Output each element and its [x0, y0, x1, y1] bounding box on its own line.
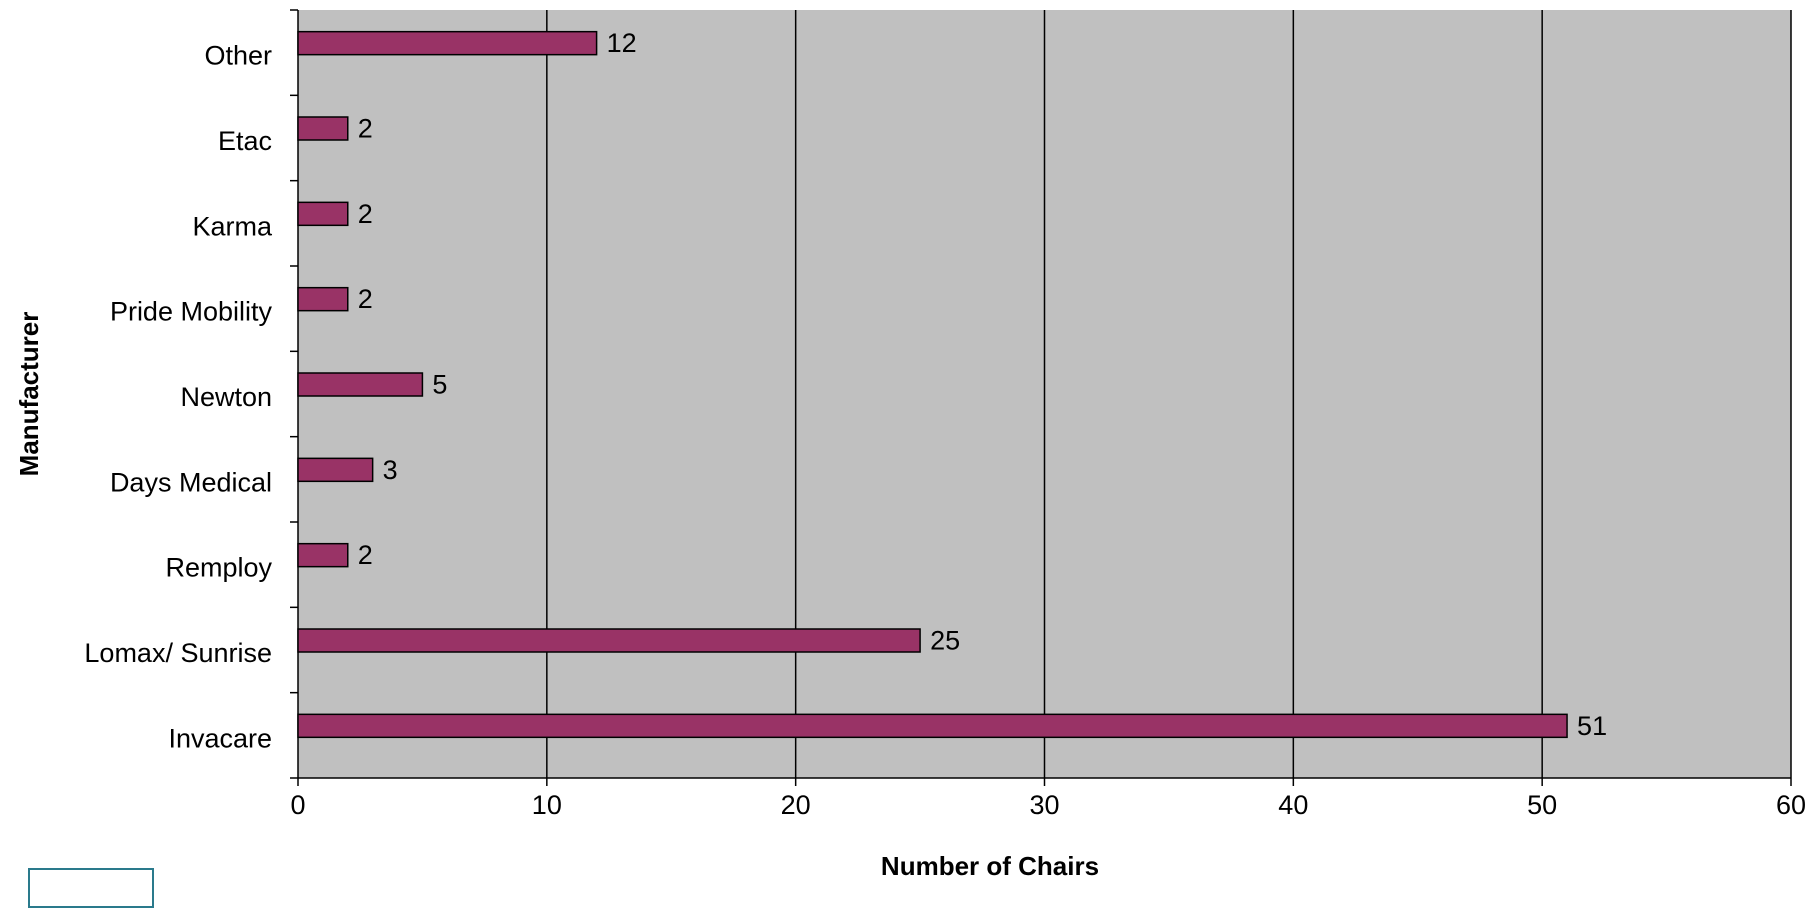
data-label: 2: [358, 284, 373, 314]
bar: [297, 713, 1568, 739]
bar-chart: 51 25 2 3 5 2 2 2 12 Invacare Lomax/ Sunrise Rempl…: [14, 9, 1806, 880]
data-label: 2: [358, 114, 373, 144]
category-label: Other: [204, 41, 272, 71]
x-tick-label: 0: [290, 790, 305, 820]
bars: [297, 30, 1568, 739]
bar: [297, 30, 598, 56]
data-labels: 51 25 2 3 5 2 2 2 12: [358, 28, 1607, 741]
x-tick-labels: 0 10 20 30 40 50 60: [290, 790, 1806, 820]
gridlines: [546, 10, 1792, 778]
x-tick-label: 30: [1029, 790, 1059, 820]
bar: [297, 116, 349, 141]
corner-frame: [28, 868, 154, 908]
category-label: Karma: [192, 211, 273, 241]
category-label: Pride Mobility: [110, 297, 273, 327]
category-label: Lomax/ Sunrise: [84, 638, 272, 668]
data-label: 25: [930, 626, 960, 656]
y-axis-title: Manufacturer: [14, 312, 44, 477]
category-label: Days Medical: [110, 467, 272, 497]
category-labels: Invacare Lomax/ Sunrise Remploy Days Medica…: [84, 41, 273, 754]
x-axis-title: Number of Chairs: [881, 851, 1099, 880]
bar: [297, 286, 349, 312]
data-label: 12: [607, 28, 637, 58]
bar: [297, 457, 374, 483]
x-tick-label: 40: [1278, 790, 1308, 820]
x-tick-label: 20: [781, 790, 811, 820]
category-label: Newton: [180, 382, 272, 412]
data-label: 3: [383, 455, 398, 485]
bar: [297, 372, 424, 397]
bar: [297, 628, 921, 653]
category-label: Etac: [218, 126, 272, 156]
x-tick-label: 50: [1527, 790, 1557, 820]
data-label: 2: [358, 540, 373, 570]
bar: [297, 542, 349, 568]
category-label: Remploy: [165, 553, 272, 583]
x-tick-label: 60: [1776, 790, 1806, 820]
data-label: 51: [1577, 711, 1607, 741]
data-label: 2: [358, 199, 373, 229]
data-label: 5: [432, 370, 447, 400]
category-label: Invacare: [168, 723, 272, 753]
bar: [297, 201, 349, 227]
x-tick-label: 10: [532, 790, 562, 820]
